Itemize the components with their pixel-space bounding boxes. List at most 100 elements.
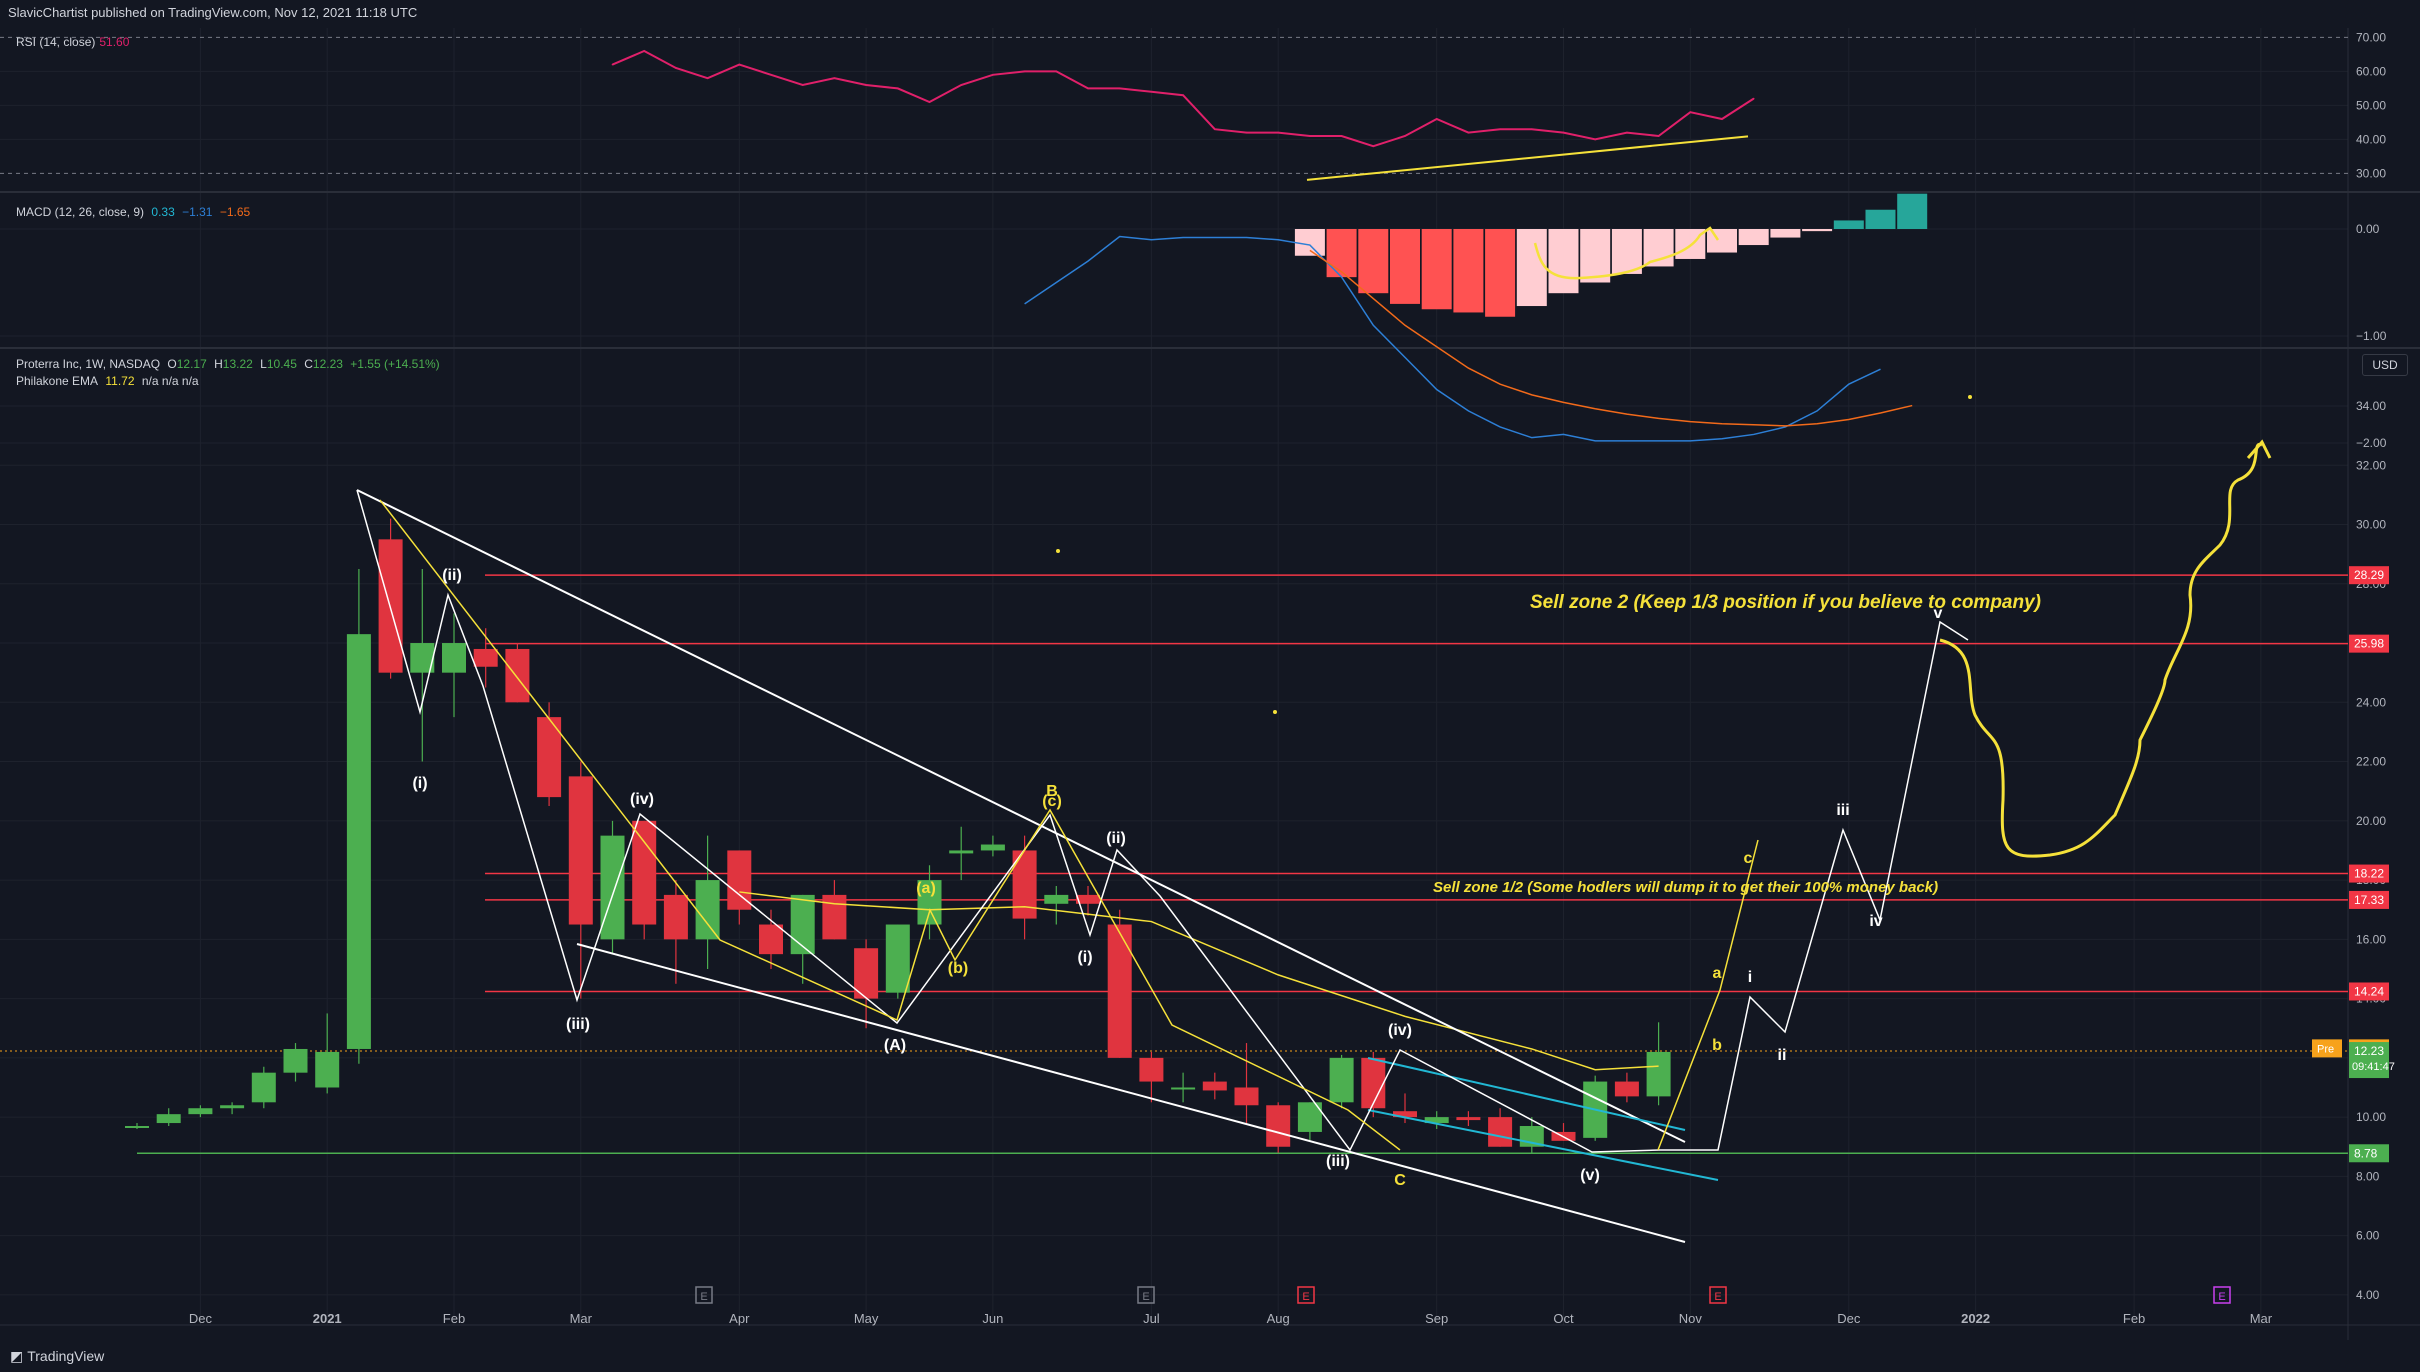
wave-label: (a) bbox=[916, 880, 936, 897]
candle-body[interactable] bbox=[156, 1114, 181, 1124]
earnings-marker-icon[interactable] bbox=[1137, 1286, 1155, 1304]
macd-histogram-bar bbox=[1516, 229, 1547, 307]
ema-line[interactable] bbox=[739, 891, 1659, 1071]
candle-body[interactable] bbox=[188, 1108, 213, 1115]
wave-label: (iii) bbox=[1326, 1153, 1350, 1170]
candle-body[interactable] bbox=[600, 835, 625, 940]
price-label-box[interactable] bbox=[2349, 982, 2389, 1001]
tradingview-logo[interactable]: ◩ TradingView bbox=[10, 1348, 104, 1365]
candle-body[interactable] bbox=[854, 948, 879, 999]
time-axis[interactable]: Dec 2021 Feb Mar Apr May Jun Jul Aug Sep Oct Nov Dec… bbox=[189, 1311, 2273, 1326]
macd-histogram-bar bbox=[1897, 193, 1928, 229]
price-label-box[interactable] bbox=[2349, 634, 2389, 653]
rsi-pane[interactable] bbox=[0, 36, 2348, 181]
candle-body[interactable] bbox=[1266, 1105, 1291, 1147]
candle-body[interactable] bbox=[822, 894, 847, 940]
x-axis-label: Jul bbox=[1143, 1311, 1160, 1326]
candle-body[interactable] bbox=[1234, 1087, 1259, 1106]
candle-body[interactable] bbox=[1614, 1081, 1639, 1097]
candle-body[interactable] bbox=[663, 894, 688, 940]
drawing-annotations: Sell zone 2 (Keep 1/3 position if you be… bbox=[356, 395, 2272, 1304]
ohlc-high-label: H bbox=[214, 357, 223, 371]
macd-histogram-bar bbox=[1770, 229, 1801, 238]
wedge-upper-trendline bbox=[356, 489, 1686, 1143]
candle-body[interactable] bbox=[1076, 894, 1100, 904]
candle-body[interactable] bbox=[1107, 924, 1132, 1058]
candle-body[interactable] bbox=[1456, 1117, 1481, 1121]
candle-body[interactable] bbox=[220, 1105, 245, 1109]
price-label-box[interactable] bbox=[2349, 1042, 2389, 1079]
wave-label: iv bbox=[1869, 913, 1882, 930]
symbol-legend[interactable]: Proterra Inc, 1W, NASDAQ O12.17 H13.22 L… bbox=[16, 357, 444, 371]
rsi-point bbox=[1499, 128, 1501, 130]
ema-legend[interactable]: Philakone EMA 11.72 n/a n/a n/a bbox=[16, 374, 203, 388]
rsi-point bbox=[865, 84, 867, 86]
candle-body[interactable] bbox=[759, 924, 783, 955]
candle-body[interactable] bbox=[1424, 1117, 1449, 1124]
candle-body[interactable] bbox=[1329, 1057, 1354, 1103]
price-y-tick: 24.00 bbox=[2356, 695, 2386, 709]
candle-body[interactable] bbox=[346, 634, 371, 1049]
pre-tag-box[interactable] bbox=[2312, 1039, 2342, 1058]
wave-label: (A) bbox=[884, 1037, 906, 1054]
rsi-legend[interactable]: RSI (14, close) 51.60 bbox=[16, 35, 133, 49]
currency-button[interactable]: USD bbox=[2362, 354, 2408, 376]
rsi-y-tick: 40.00 bbox=[2356, 132, 2386, 146]
price-pane[interactable] bbox=[0, 518, 2348, 1155]
rsi-point bbox=[1404, 135, 1406, 137]
macd-histogram-bar bbox=[1802, 229, 1833, 232]
macd-legend[interactable]: MACD (12, 26, close, 9) 0.33 −1.31 −1.65 bbox=[16, 205, 254, 219]
candle-body[interactable] bbox=[980, 844, 1005, 851]
candle-body[interactable] bbox=[315, 1051, 340, 1088]
wave-label: v bbox=[1934, 605, 1943, 622]
candle-body[interactable] bbox=[568, 776, 593, 925]
candle-body[interactable] bbox=[790, 894, 815, 955]
candle-body[interactable] bbox=[727, 850, 752, 910]
candle-body[interactable] bbox=[251, 1072, 276, 1103]
candle-body[interactable] bbox=[885, 924, 910, 993]
candle-body[interactable] bbox=[505, 648, 530, 703]
x-axis-label: Feb bbox=[2123, 1311, 2145, 1326]
candle-body[interactable] bbox=[125, 1126, 149, 1129]
macd-pane[interactable] bbox=[1024, 193, 1928, 442]
candle-body[interactable] bbox=[949, 850, 974, 854]
candle-body[interactable] bbox=[537, 717, 562, 798]
candle-body[interactable] bbox=[1171, 1087, 1196, 1090]
sell-zone-1-label: Sell zone 1/2 (Some hodlers will dump it… bbox=[1433, 879, 1938, 896]
candle-body[interactable] bbox=[442, 643, 466, 673]
candle-body[interactable] bbox=[1646, 1051, 1671, 1097]
price-label-box[interactable] bbox=[2349, 1144, 2389, 1163]
earnings-marker-label: E bbox=[700, 1291, 707, 1303]
candle-body[interactable] bbox=[1488, 1117, 1513, 1147]
candle-body[interactable] bbox=[473, 648, 498, 667]
macd-signal-line[interactable] bbox=[1309, 249, 1913, 427]
macd-histogram-bar bbox=[1738, 229, 1769, 246]
pre-tag: Pre bbox=[2317, 1043, 2334, 1055]
price-label-box[interactable] bbox=[2349, 864, 2389, 883]
x-axis-label: Dec bbox=[1837, 1311, 1861, 1326]
rsi-point bbox=[1150, 91, 1153, 93]
candle-body[interactable] bbox=[632, 820, 657, 925]
price-label-box[interactable] bbox=[2349, 566, 2389, 585]
price-y-tick: 10.00 bbox=[2356, 1110, 2386, 1124]
candle-body[interactable] bbox=[1202, 1081, 1227, 1091]
candle-body[interactable] bbox=[1361, 1057, 1386, 1109]
rsi-line[interactable] bbox=[612, 49, 1755, 148]
earnings-marker-icon[interactable] bbox=[695, 1286, 713, 1304]
candle-body[interactable] bbox=[917, 880, 942, 925]
rsi-point bbox=[1435, 118, 1438, 120]
price-label-box[interactable] bbox=[2349, 890, 2389, 909]
earnings-marker-icon[interactable] bbox=[2213, 1286, 2231, 1304]
earnings-marker-icon[interactable] bbox=[1297, 1286, 1315, 1304]
macd-histogram-bar bbox=[1453, 229, 1484, 313]
macd-legend-v2: −1.31 bbox=[182, 205, 213, 219]
macd-line[interactable] bbox=[1024, 235, 1881, 442]
candle-body[interactable] bbox=[1044, 894, 1069, 904]
price-axes[interactable]: 70.00 60.00 50.00 40.00 30.00 0.00 −1.00 −2.00 3… bbox=[2312, 30, 2395, 1302]
candle-body[interactable] bbox=[695, 880, 720, 940]
candle-body[interactable] bbox=[1139, 1057, 1164, 1082]
candle-body[interactable] bbox=[283, 1048, 308, 1073]
earnings-marker-icon[interactable] bbox=[1709, 1286, 1727, 1304]
candle-body[interactable] bbox=[1393, 1111, 1417, 1118]
